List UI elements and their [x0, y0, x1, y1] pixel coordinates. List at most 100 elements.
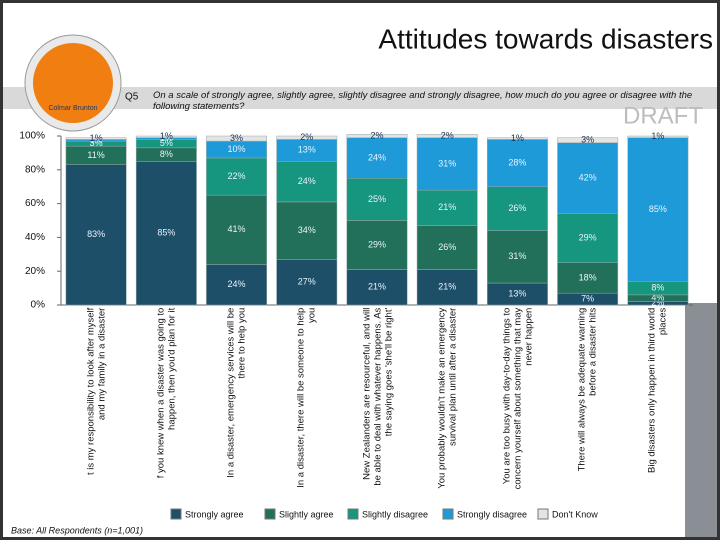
legend-swatch — [170, 508, 182, 520]
bar-segment — [416, 134, 478, 138]
data-label: 18% — [579, 272, 597, 282]
y-tick-label: 20% — [25, 266, 45, 277]
bar-segment — [557, 142, 619, 214]
data-label: 31% — [508, 251, 526, 261]
x-tick-label: New Zealanders are resourceful, and will… — [360, 307, 394, 486]
data-label: 7% — [581, 293, 594, 303]
footnote: Base: All Respondents (n=1,001) — [11, 525, 143, 535]
data-label: 1% — [90, 133, 103, 143]
data-label: 34% — [298, 225, 316, 235]
bar-segment — [627, 135, 689, 138]
data-label: 31% — [438, 158, 456, 168]
bar-segment — [206, 264, 268, 306]
x-tick-label: f you knew when a disaster was going to … — [155, 307, 178, 479]
data-label: 85% — [649, 204, 667, 214]
data-label: 29% — [368, 239, 386, 249]
bar-segment — [276, 201, 338, 260]
bar-segment — [346, 137, 408, 179]
legend-swatch — [347, 508, 359, 520]
data-label: 2% — [300, 132, 313, 142]
y-tick-label: 100% — [19, 131, 45, 142]
data-label: 2% — [651, 298, 664, 308]
data-label: 26% — [508, 203, 526, 213]
data-label: 10% — [228, 144, 246, 154]
question-band — [3, 87, 717, 109]
legend-swatch — [537, 508, 549, 520]
x-tick-label: t is my responsibility to look after mys… — [85, 307, 108, 476]
data-label: 24% — [228, 279, 246, 289]
data-label: 13% — [508, 288, 526, 298]
data-label: 21% — [438, 202, 456, 212]
data-label: 22% — [228, 171, 246, 181]
photo-strip — [685, 303, 717, 537]
bar-segment — [416, 269, 478, 306]
x-tick-label: Big disasters only happen in third world… — [646, 307, 669, 474]
data-label: 1% — [651, 131, 664, 141]
data-label: 1% — [511, 133, 524, 143]
data-label: 26% — [438, 242, 456, 252]
data-label: 24% — [368, 152, 386, 162]
bar-segment — [346, 269, 408, 306]
legend-label: Strongly agree — [185, 509, 244, 519]
data-label: 13% — [298, 145, 316, 155]
chart-title: Attitudes towards disasters — [378, 23, 713, 54]
bar-segment — [557, 262, 619, 294]
bar-segment — [486, 139, 548, 187]
legend-label: Slightly agree — [279, 509, 334, 519]
data-label: 29% — [579, 233, 597, 243]
data-label: 25% — [368, 194, 386, 204]
bar-segment — [135, 135, 197, 138]
x-tick-label: In a disaster, emergency services will b… — [225, 307, 248, 479]
bar-segment — [557, 137, 619, 144]
data-label: 8% — [160, 149, 173, 159]
watermark: DRAFT — [623, 102, 703, 129]
data-label: 8% — [651, 282, 664, 292]
bar-segment — [65, 164, 127, 306]
logo-text: Colmar Brunton — [48, 105, 97, 112]
data-label: 21% — [368, 282, 386, 292]
data-label: 3% — [90, 138, 103, 148]
bar-segment — [206, 194, 268, 265]
bar-segment — [346, 178, 408, 221]
data-label: 21% — [438, 282, 456, 292]
data-label: 41% — [228, 224, 246, 234]
bar-segment — [416, 189, 478, 226]
bar-segment — [206, 157, 268, 196]
x-tick-label: You are too busy with day-to-day things … — [500, 307, 534, 490]
bar-segment — [627, 137, 689, 282]
bar-segment — [416, 225, 478, 270]
data-label: 3% — [581, 135, 594, 145]
y-tick-label: 0% — [31, 300, 46, 311]
data-label: 1% — [160, 131, 173, 141]
x-tick-label: In a disaster, there will be someone to … — [295, 307, 318, 489]
legend-label: Slightly disagree — [362, 509, 428, 519]
data-label: 83% — [87, 229, 105, 239]
data-label: 3% — [230, 133, 243, 143]
y-tick-label: 40% — [25, 232, 45, 243]
data-label: 42% — [579, 173, 597, 183]
bar-segment — [486, 230, 548, 284]
data-label: 2% — [370, 130, 383, 140]
legend-swatch — [442, 508, 454, 520]
data-label: 5% — [160, 138, 173, 148]
legend-swatch — [264, 508, 276, 520]
data-label: 2% — [441, 130, 454, 140]
data-label: 11% — [87, 150, 104, 160]
data-label: 28% — [508, 157, 526, 167]
data-label: 24% — [298, 176, 316, 186]
legend-label: Don't Know — [552, 509, 598, 519]
x-tick-label: There will always be adequate warning be… — [576, 307, 599, 472]
bar-segment — [276, 259, 338, 306]
logo — [33, 43, 113, 123]
bar-segment — [206, 135, 268, 142]
bar-segment — [135, 161, 197, 306]
bar-segment — [557, 213, 619, 264]
data-label: 85% — [157, 228, 175, 238]
bar-segment — [486, 137, 548, 140]
data-label: 27% — [298, 277, 316, 287]
data-label: 4% — [651, 293, 664, 303]
x-tick-label: You probably wouldn't make an emergency … — [436, 307, 459, 490]
bar-segment — [346, 220, 408, 270]
question-number: Q5 — [125, 92, 139, 103]
